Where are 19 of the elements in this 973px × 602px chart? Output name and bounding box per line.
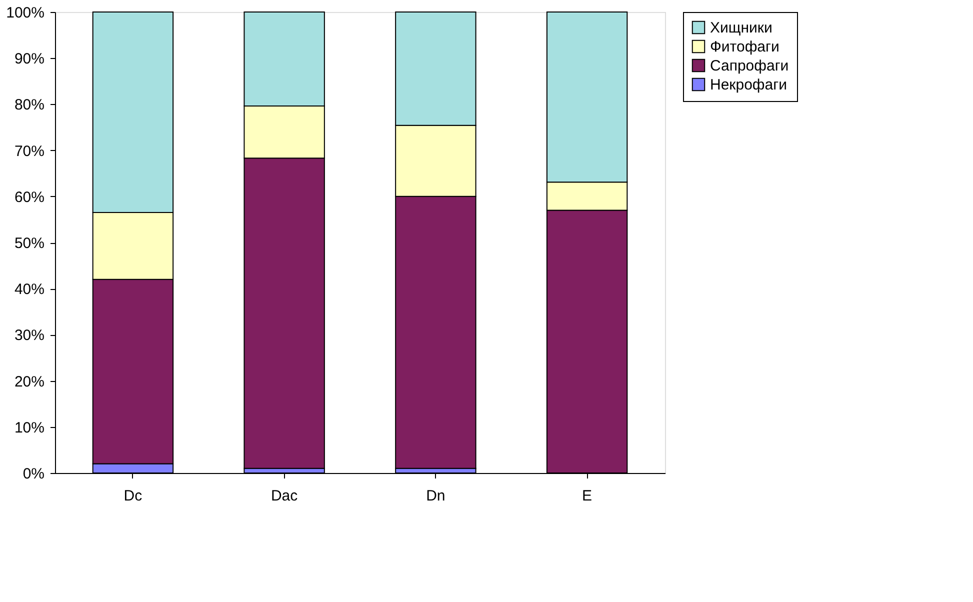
y-tick-label: 100% (6, 4, 44, 22)
legend-label: Фитофаги (710, 38, 780, 56)
y-tick-label: 70% (14, 142, 44, 160)
x-tick-label: E (582, 488, 592, 504)
y-tick-label: 50% (14, 235, 44, 252)
y-tick-label: 90% (14, 50, 44, 68)
y-tick-label: 60% (14, 188, 44, 206)
y-tick-label: 30% (14, 327, 44, 344)
x-tick-label: Dn (426, 488, 446, 504)
legend-label: Некрофаги (710, 76, 787, 94)
x-tick-label: Dac (270, 488, 298, 504)
x-tick-label: Dc (124, 488, 143, 504)
legend-label: Сапрофаги (710, 58, 789, 74)
y-tick-label: 20% (14, 373, 44, 390)
legend-label: Хищники (710, 20, 772, 36)
y-tick-label: 40% (14, 281, 44, 298)
y-tick-label: 80% (14, 96, 44, 114)
y-tick-label: 0% (22, 466, 44, 482)
y-tick-label: 10% (14, 419, 44, 436)
